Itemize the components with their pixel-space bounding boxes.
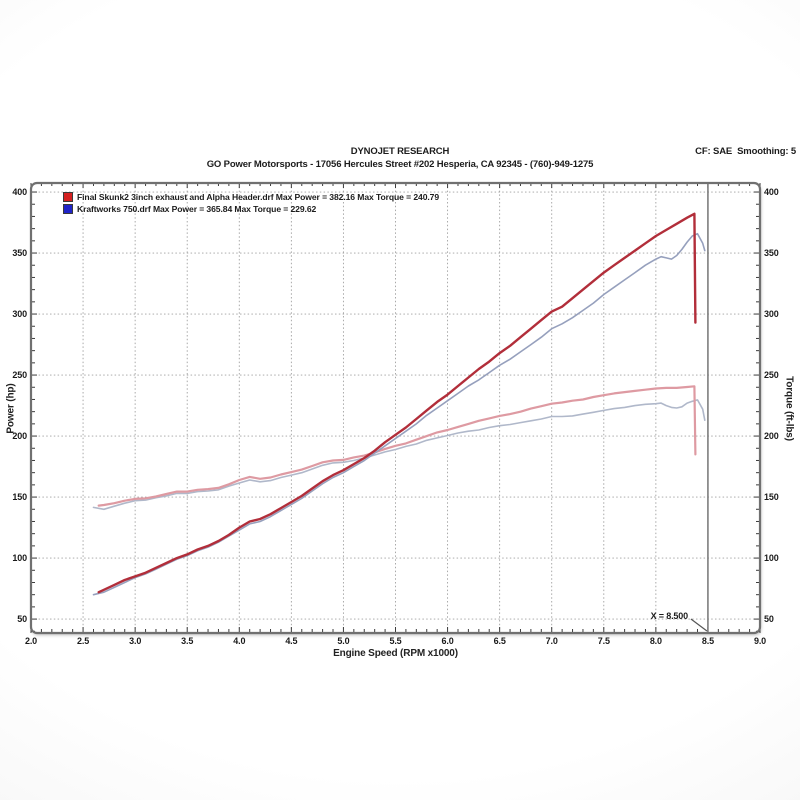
y-right-tick-label: 350 bbox=[764, 248, 779, 258]
y-left-tick-label: 150 bbox=[12, 492, 27, 502]
y-right-tick-label: 100 bbox=[764, 553, 779, 563]
x-tick-label: 5.5 bbox=[389, 636, 401, 646]
run2-legend-label: Kraftworks 750.drf Max Power = 365.84 Ma… bbox=[77, 203, 317, 214]
y-left-tick-label: 100 bbox=[12, 553, 27, 563]
legend-row-run1[interactable]: Final Skunk2 3inch exhaust and Alpha Hea… bbox=[63, 191, 439, 202]
shop-address: GO Power Motorsports - 17056 Hercules St… bbox=[206, 159, 594, 170]
torque-curve-run1 bbox=[97, 385, 697, 507]
y-right-tick-label: 150 bbox=[764, 492, 779, 502]
cursor-label-connector bbox=[690, 618, 708, 632]
x-tick-label: 4.0 bbox=[233, 636, 245, 646]
run1-color-swatch bbox=[63, 191, 73, 202]
x-tick-label: 2.0 bbox=[25, 636, 37, 646]
run2-color-swatch bbox=[63, 203, 73, 214]
cursor-position-label: X = 8.500 bbox=[650, 611, 689, 621]
y-right-tick-label: 300 bbox=[764, 309, 779, 319]
x-tick-label: 7.0 bbox=[546, 636, 558, 646]
y-right-tick-label: 400 bbox=[764, 187, 779, 197]
legend-row-run2[interactable]: Kraftworks 750.drf Max Power = 365.84 Ma… bbox=[63, 203, 439, 214]
x-tick-label: 6.5 bbox=[494, 636, 506, 646]
y-left-tick-label: 300 bbox=[12, 309, 27, 319]
x-tick-label: 3.5 bbox=[181, 636, 193, 646]
x-tick-label: 9.0 bbox=[754, 636, 766, 646]
x-tick-label: 2.5 bbox=[77, 636, 89, 646]
x-tick-label: 3.0 bbox=[129, 636, 141, 646]
x-tick-label: 8.5 bbox=[702, 636, 714, 646]
x-tick-label: 5.0 bbox=[337, 636, 349, 646]
y-left-tick-label: 250 bbox=[12, 370, 27, 380]
report-title: DYNOJET RESEARCH bbox=[350, 146, 450, 157]
y-left-tick-label: 400 bbox=[12, 187, 27, 197]
y-right-tick-label: 250 bbox=[764, 370, 779, 380]
y-left-tick-label: 350 bbox=[12, 248, 27, 258]
x-axis-title: Engine Speed (RPM x1000) bbox=[333, 648, 458, 659]
torque-curve-run2 bbox=[92, 399, 706, 511]
y-right-tick-label: 200 bbox=[764, 431, 779, 441]
y-left-tick-label: 50 bbox=[17, 614, 27, 624]
correction-smoothing-label: CF: SAE Smoothing: 5 bbox=[695, 146, 796, 157]
right-axis-title: Torque (ft-lbs) bbox=[783, 376, 795, 441]
x-tick-label: 6.0 bbox=[442, 636, 454, 646]
power-curve-run1 bbox=[97, 212, 697, 594]
x-tick-label: 8.0 bbox=[650, 636, 662, 646]
x-tick-label: 7.5 bbox=[598, 636, 610, 646]
run1-legend-label: Final Skunk2 3inch exhaust and Alpha Hea… bbox=[77, 191, 440, 202]
y-left-tick-label: 200 bbox=[12, 431, 27, 441]
y-right-tick-label: 50 bbox=[764, 614, 774, 624]
plot-border bbox=[29, 181, 762, 635]
x-tick-label: 4.5 bbox=[285, 636, 297, 646]
legend: Final Skunk2 3inch exhaust and Alpha Hea… bbox=[63, 191, 439, 215]
left-axis-title: Power (hp) bbox=[5, 383, 17, 434]
